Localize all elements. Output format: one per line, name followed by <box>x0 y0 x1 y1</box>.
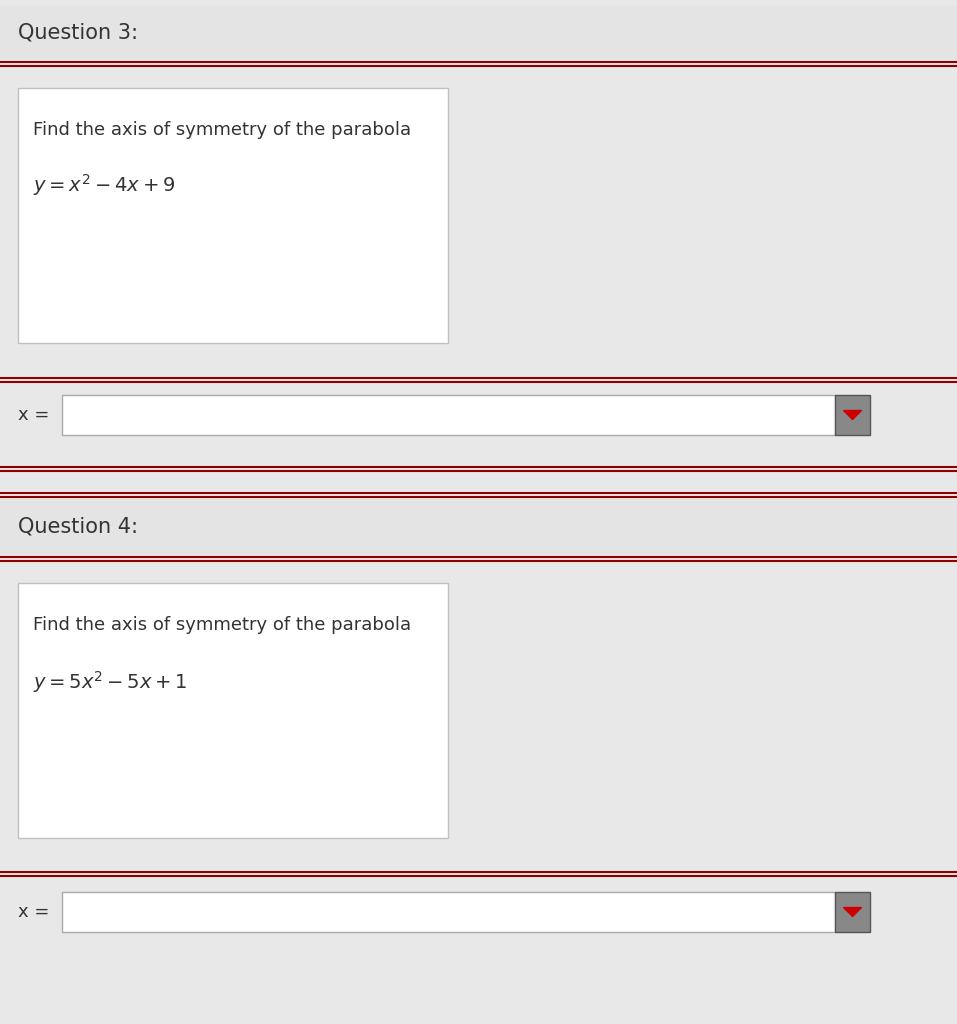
FancyBboxPatch shape <box>0 471 957 493</box>
FancyBboxPatch shape <box>18 583 448 838</box>
FancyBboxPatch shape <box>0 382 957 467</box>
Text: $y = x^2-4x+9$: $y = x^2-4x+9$ <box>33 172 175 198</box>
FancyBboxPatch shape <box>62 395 835 435</box>
Text: Question 4:: Question 4: <box>18 516 138 537</box>
FancyBboxPatch shape <box>0 5 957 60</box>
Polygon shape <box>843 907 861 916</box>
FancyBboxPatch shape <box>18 88 448 343</box>
Text: Question 3:: Question 3: <box>18 23 138 43</box>
Text: Find the axis of symmetry of the parabola: Find the axis of symmetry of the parabol… <box>33 616 412 634</box>
Polygon shape <box>843 411 861 420</box>
FancyBboxPatch shape <box>835 395 870 435</box>
Text: x =: x = <box>18 903 50 921</box>
Text: $y = 5x^2-5x+1$: $y = 5x^2-5x+1$ <box>33 669 188 695</box>
Text: Find the axis of symmetry of the parabola: Find the axis of symmetry of the parabol… <box>33 121 412 139</box>
FancyBboxPatch shape <box>62 892 835 932</box>
FancyBboxPatch shape <box>0 499 957 554</box>
Text: x =: x = <box>18 406 50 424</box>
FancyBboxPatch shape <box>835 892 870 932</box>
